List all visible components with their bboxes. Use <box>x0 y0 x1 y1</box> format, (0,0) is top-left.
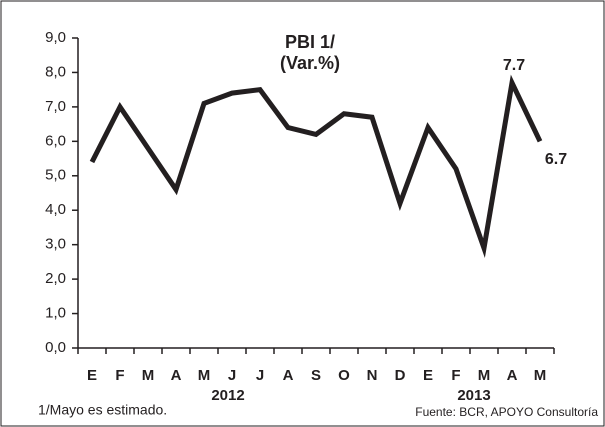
x-tick-label: A <box>507 367 518 384</box>
year-label: 2012 <box>211 387 244 404</box>
y-tick-label: 0,0 <box>45 339 66 356</box>
data-line <box>89 74 543 259</box>
x-tick-label: M <box>534 367 547 384</box>
footnote: 1/Mayo es estimado. <box>38 402 167 418</box>
chart-subtitle: (Var.%) <box>280 53 340 73</box>
x-tick-label: A <box>171 367 182 384</box>
x-tick-label: N <box>367 367 378 384</box>
x-tick-label: F <box>115 367 124 384</box>
x-tick-label: S <box>311 367 321 384</box>
x-tick-label: E <box>87 367 97 384</box>
y-tick-label: 5,0 <box>45 167 66 184</box>
x-tick-label: D <box>395 367 406 384</box>
x-tick-label: F <box>451 367 460 384</box>
x-tick-label: M <box>198 367 211 384</box>
y-tick-label: 6,0 <box>45 132 66 149</box>
x-tick-label: O <box>338 367 350 384</box>
source: Fuente: BCR, APOYO Consultoría <box>415 405 598 419</box>
chart-title: PBI 1/ <box>285 32 335 52</box>
x-tick-label: M <box>142 367 155 384</box>
y-tick-label: 9,0 <box>45 29 66 46</box>
y-tick-label: 1,0 <box>45 305 66 322</box>
y-tick-label: 4,0 <box>45 201 66 218</box>
x-tick-label: J <box>228 367 236 384</box>
annotation: 7.7 <box>503 57 525 74</box>
y-tick-label: 2,0 <box>45 270 66 287</box>
x-tick-label: J <box>256 367 264 384</box>
y-tick-label: 7,0 <box>45 98 66 115</box>
year-label: 2013 <box>457 387 490 404</box>
y-tick-label: 3,0 <box>45 236 66 253</box>
y-tick-label: 8,0 <box>45 63 66 80</box>
annotation: 6.7 <box>545 151 567 168</box>
x-tick-label: M <box>478 367 491 384</box>
x-tick-label: A <box>283 367 294 384</box>
x-tick-label: E <box>423 367 433 384</box>
